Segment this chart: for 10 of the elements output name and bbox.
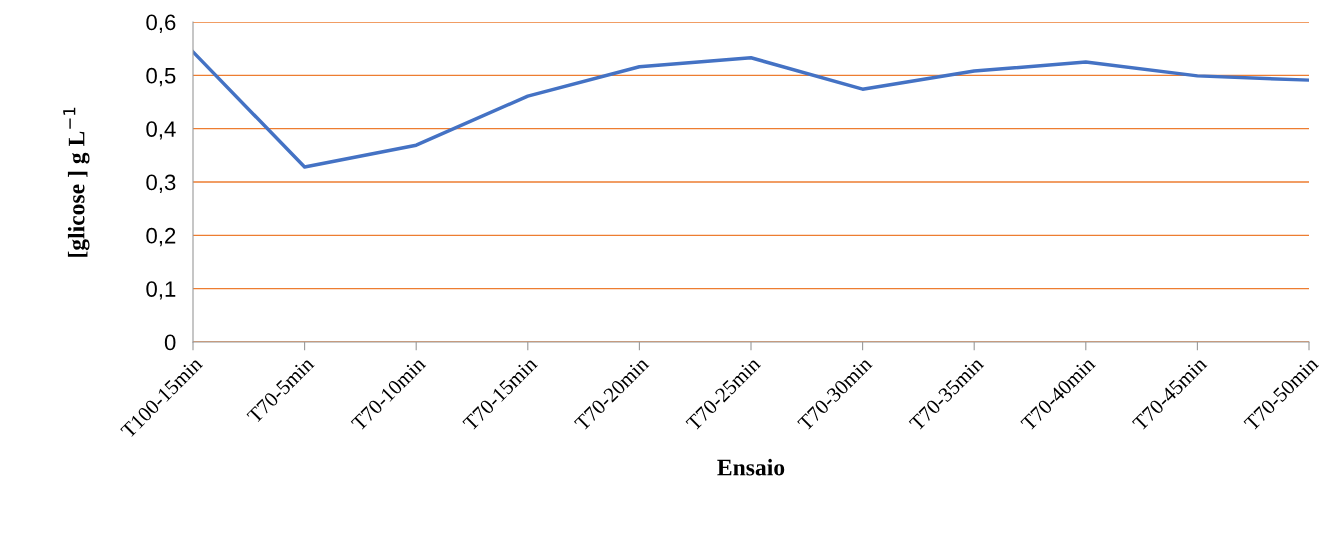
y-tick-label: 0,5 [146,67,176,87]
line-series [193,50,1309,169]
y-tick-label: 0,2 [146,227,176,247]
y-axis-title: [glicose ] g L$^{−1}$ [63,107,90,257]
x-axis-title: Ensaio [717,458,785,476]
y-tick-label: 0,3 [146,174,176,193]
y-tick-label: 0,6 [146,14,176,33]
y-tick-label: 0,4 [146,121,176,140]
y-tick-label: 0 [164,334,176,351]
y-tick-label: 0,1 [146,281,176,300]
